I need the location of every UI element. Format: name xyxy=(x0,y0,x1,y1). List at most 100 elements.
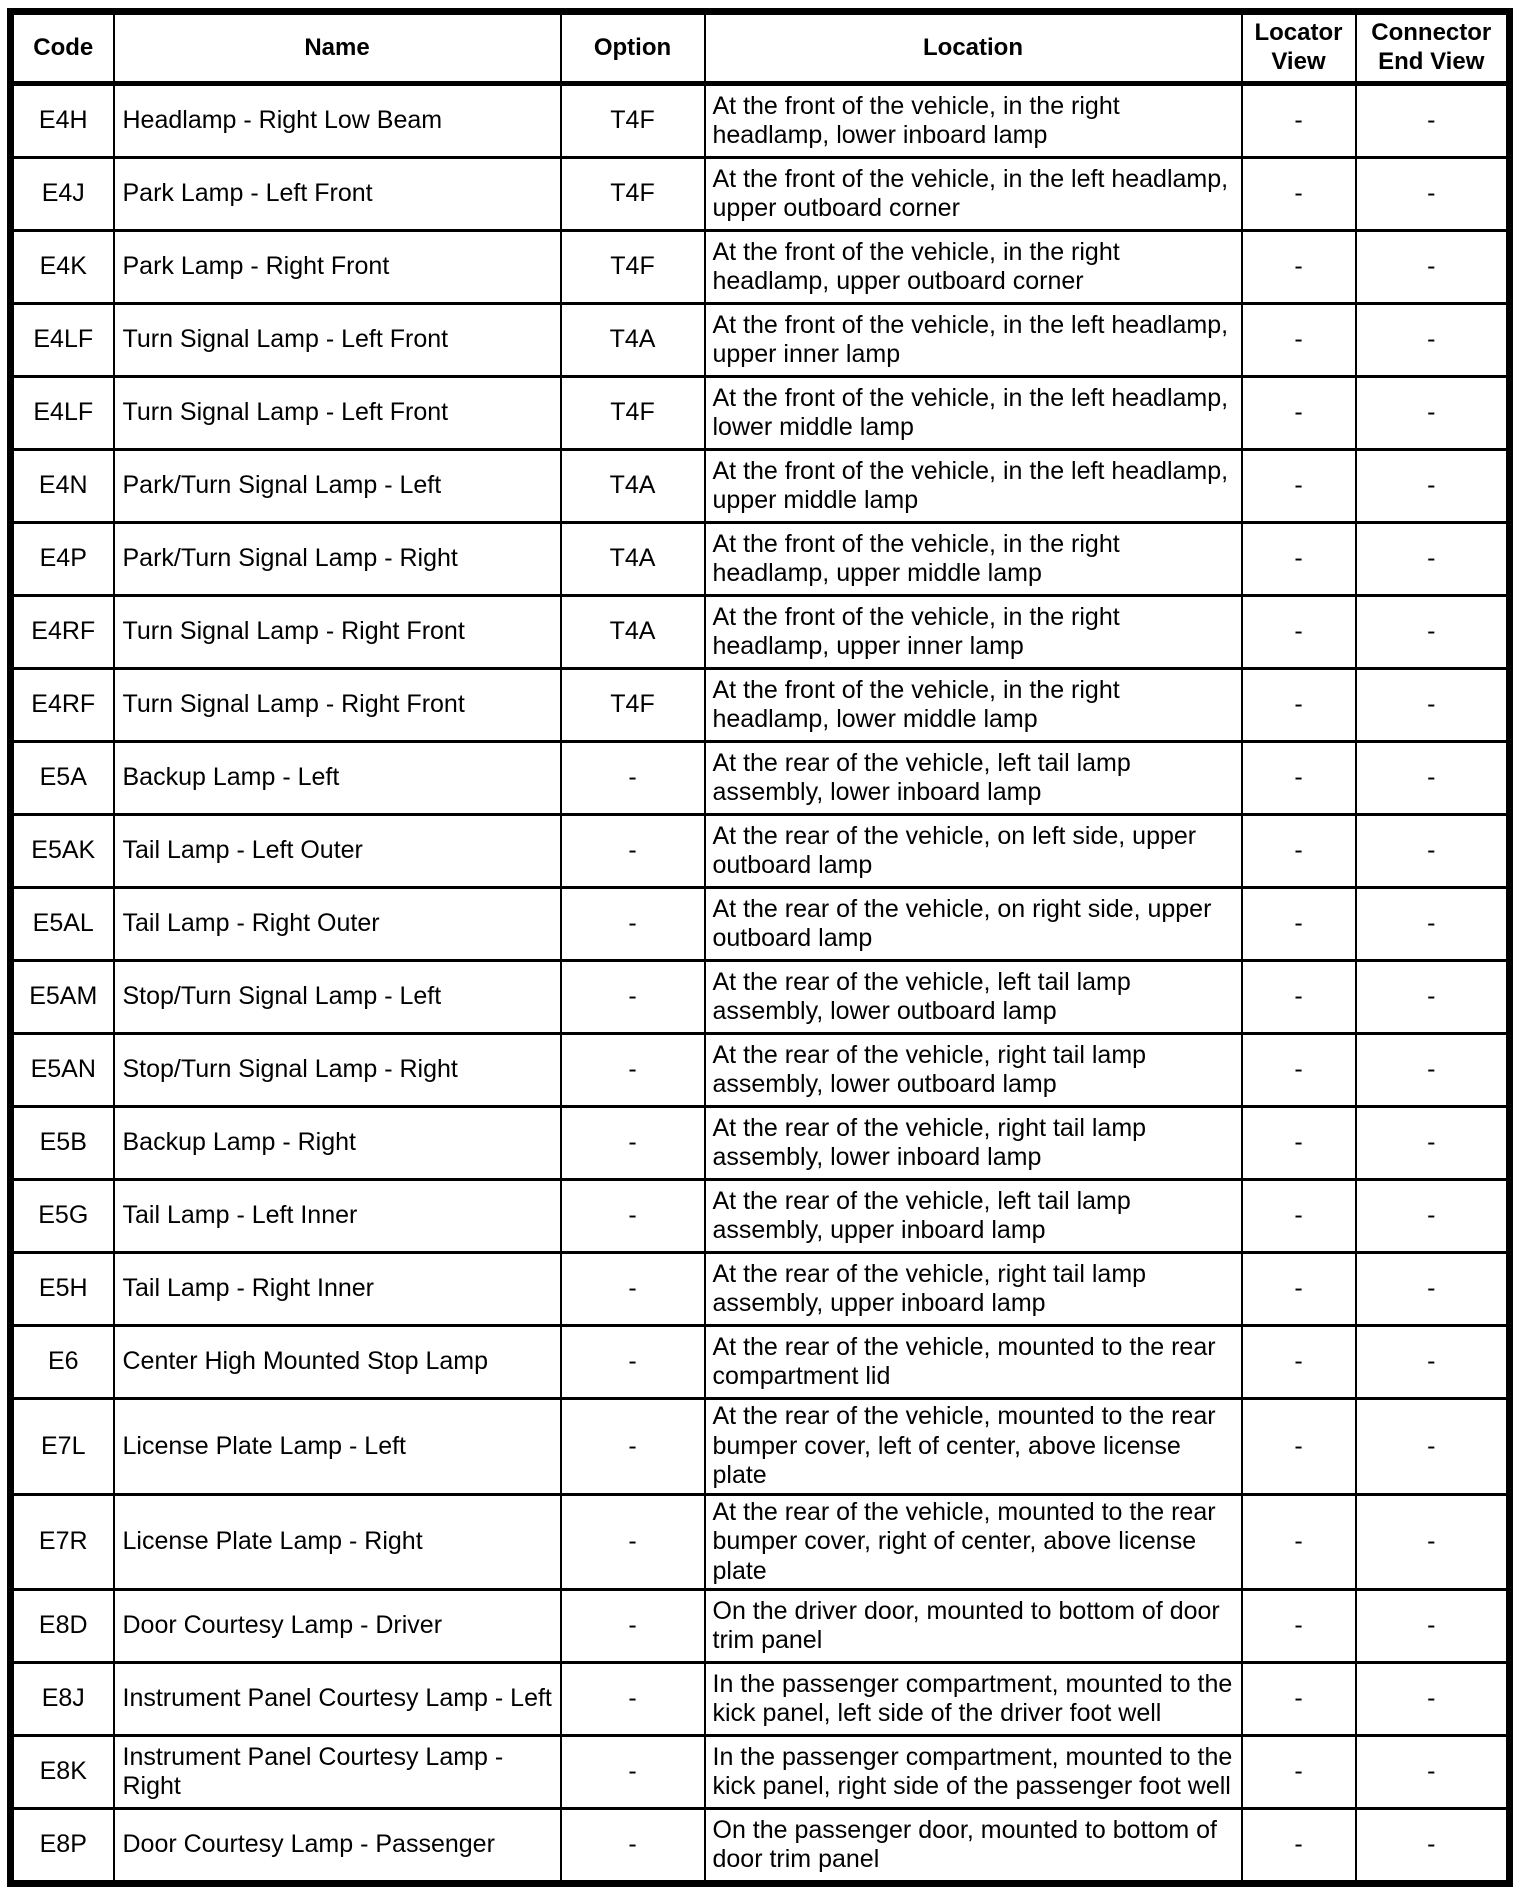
connector-end-view-cell: - xyxy=(1354,448,1511,524)
table-row: E4P Park/Turn Signal Lamp - Right T4A At th… xyxy=(9,521,1511,597)
location-cell: At the rear of the vehicle, right tail l… xyxy=(703,1032,1243,1108)
connector-table: Code Name Option Location Locator View C… xyxy=(7,8,1513,1887)
code-cell: E4P xyxy=(9,521,115,597)
table-row: E4RF Turn Signal Lamp - Right Front T4F At … xyxy=(9,667,1511,743)
name-cell: License Plate Lamp - Right xyxy=(112,1492,562,1591)
name-cell: Tail Lamp - Right Inner xyxy=(112,1251,562,1327)
name-cell: Turn Signal Lamp - Left Front xyxy=(112,302,562,378)
location-cell: At the front of the vehicle, in the righ… xyxy=(703,594,1243,670)
table-row: E8J Instrument Panel Courtesy Lamp - Left… xyxy=(9,1661,1511,1737)
table-row: E6 Center High Mounted Stop Lamp - At the r… xyxy=(9,1324,1511,1400)
name-cell: Instrument Panel Courtesy Lamp - Left xyxy=(112,1661,562,1737)
locator-view-cell: - xyxy=(1240,886,1357,962)
locator-view-cell: - xyxy=(1240,740,1357,816)
code-cell: E7L xyxy=(9,1397,115,1496)
header-name: Name xyxy=(112,10,562,86)
location-cell: At the rear of the vehicle, left tail la… xyxy=(703,740,1243,816)
code-cell: E5A xyxy=(9,740,115,816)
name-cell: Park Lamp - Right Front xyxy=(112,229,562,305)
option-cell: - xyxy=(559,1492,706,1591)
name-cell: Tail Lamp - Right Outer xyxy=(112,886,562,962)
table-row: E5G Tail Lamp - Left Inner - At the rear of… xyxy=(9,1178,1511,1254)
connector-end-view-cell: - xyxy=(1354,1397,1511,1496)
locator-view-cell: - xyxy=(1240,1251,1357,1327)
table-row: E5H Tail Lamp - Right Inner - At the rear o… xyxy=(9,1251,1511,1327)
locator-view-cell: - xyxy=(1240,1105,1357,1181)
table-row: E4J Park Lamp - Left Front T4F At the front… xyxy=(9,156,1511,232)
locator-view-cell: - xyxy=(1240,667,1357,743)
connector-end-view-cell: - xyxy=(1354,1032,1511,1108)
code-cell: E5B xyxy=(9,1105,115,1181)
location-cell: At the rear of the vehicle, left tail la… xyxy=(703,959,1243,1035)
name-cell: Stop/Turn Signal Lamp - Left xyxy=(112,959,562,1035)
option-cell: T4F xyxy=(559,82,706,159)
name-cell: Turn Signal Lamp - Right Front xyxy=(112,667,562,743)
connector-end-view-cell: - xyxy=(1354,813,1511,889)
name-cell: License Plate Lamp - Left xyxy=(112,1397,562,1496)
location-cell: At the rear of the vehicle, mounted to t… xyxy=(703,1324,1243,1400)
code-cell: E8P xyxy=(9,1807,115,1885)
option-cell: - xyxy=(559,1588,706,1664)
connector-end-view-cell: - xyxy=(1354,1661,1511,1737)
table-row: E4H Headlamp - Right Low Beam T4F At the fr… xyxy=(9,82,1511,159)
location-cell: At the rear of the vehicle, mounted to t… xyxy=(703,1397,1243,1496)
option-cell: T4A xyxy=(559,594,706,670)
table-body: E4H Headlamp - Right Low Beam T4F At the fr… xyxy=(9,82,1511,1885)
header-location: Location xyxy=(703,10,1243,86)
table-row: E4K Park Lamp - Right Front T4F At the fron… xyxy=(9,229,1511,305)
locator-view-cell: - xyxy=(1240,1807,1357,1885)
option-cell: - xyxy=(559,1661,706,1737)
option-cell: - xyxy=(559,740,706,816)
option-cell: - xyxy=(559,1807,706,1885)
header-row: Code Name Option Location Locator View C… xyxy=(9,10,1511,86)
option-cell: - xyxy=(559,1032,706,1108)
option-cell: T4F xyxy=(559,375,706,451)
locator-view-cell: - xyxy=(1240,1588,1357,1664)
name-cell: Instrument Panel Courtesy Lamp - Right xyxy=(112,1734,562,1810)
location-cell: At the rear of the vehicle, mounted to t… xyxy=(703,1492,1243,1591)
connector-end-view-cell: - xyxy=(1354,1251,1511,1327)
table-row: E4N Park/Turn Signal Lamp - Left T4A At the… xyxy=(9,448,1511,524)
code-cell: E4RF xyxy=(9,667,115,743)
location-cell: At the rear of the vehicle, right tail l… xyxy=(703,1251,1243,1327)
location-cell: At the front of the vehicle, in the left… xyxy=(703,302,1243,378)
locator-view-cell: - xyxy=(1240,1178,1357,1254)
table-row: E5AK Tail Lamp - Left Outer - At the rear o… xyxy=(9,813,1511,889)
name-cell: Park/Turn Signal Lamp - Left xyxy=(112,448,562,524)
connector-end-view-cell: - xyxy=(1354,1807,1511,1885)
location-cell: At the front of the vehicle, in the left… xyxy=(703,448,1243,524)
connector-end-view-cell: - xyxy=(1354,229,1511,305)
connector-end-view-cell: - xyxy=(1354,156,1511,232)
code-cell: E8D xyxy=(9,1588,115,1664)
code-cell: E4N xyxy=(9,448,115,524)
code-cell: E4LF xyxy=(9,375,115,451)
code-cell: E4H xyxy=(9,82,115,159)
location-cell: At the front of the vehicle, in the righ… xyxy=(703,82,1243,159)
code-cell: E7R xyxy=(9,1492,115,1591)
table-row: E4LF Turn Signal Lamp - Left Front T4F At t… xyxy=(9,375,1511,451)
location-cell: At the rear of the vehicle, on left side… xyxy=(703,813,1243,889)
option-cell: T4F xyxy=(559,156,706,232)
table-row: E8K Instrument Panel Courtesy Lamp - Righ… xyxy=(9,1734,1511,1810)
header-code: Code xyxy=(9,10,115,86)
code-cell: E5AL xyxy=(9,886,115,962)
location-cell: At the front of the vehicle, in the righ… xyxy=(703,667,1243,743)
option-cell: - xyxy=(559,813,706,889)
locator-view-cell: - xyxy=(1240,594,1357,670)
code-cell: E5AN xyxy=(9,1032,115,1108)
name-cell: Turn Signal Lamp - Right Front xyxy=(112,594,562,670)
connector-end-view-cell: - xyxy=(1354,302,1511,378)
code-cell: E5AK xyxy=(9,813,115,889)
code-cell: E4RF xyxy=(9,594,115,670)
locator-view-cell: - xyxy=(1240,82,1357,159)
table-row: E8D Door Courtesy Lamp - Driver - On the dr… xyxy=(9,1588,1511,1664)
locator-view-cell: - xyxy=(1240,1492,1357,1591)
code-cell: E5AM xyxy=(9,959,115,1035)
connector-end-view-cell: - xyxy=(1354,1105,1511,1181)
location-cell: At the front of the vehicle, in the righ… xyxy=(703,229,1243,305)
connector-end-view-cell: - xyxy=(1354,1492,1511,1591)
name-cell: Headlamp - Right Low Beam xyxy=(112,82,562,159)
location-cell: On the passenger door, mounted to bottom… xyxy=(703,1807,1243,1885)
option-cell: - xyxy=(559,959,706,1035)
locator-view-cell: - xyxy=(1240,813,1357,889)
